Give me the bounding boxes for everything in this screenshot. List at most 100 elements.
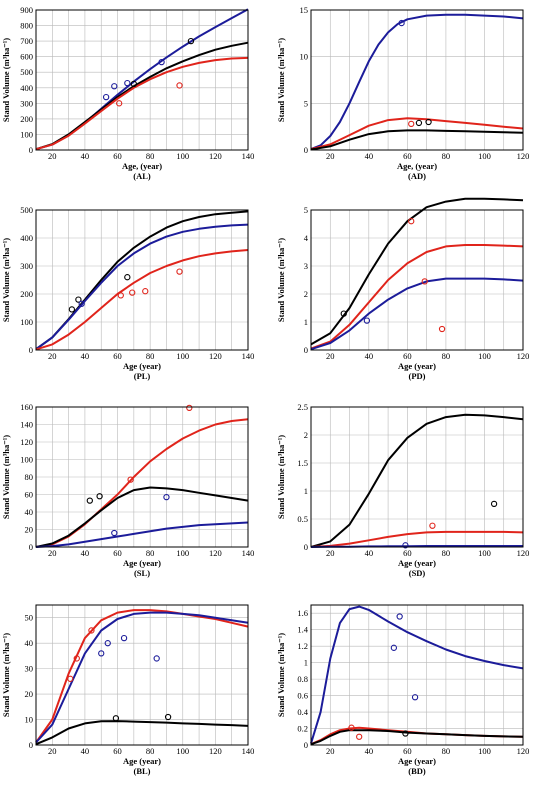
panel-label: (AL) <box>133 171 151 181</box>
x-tick-label: 80 <box>442 151 451 161</box>
series-line-black <box>35 41 249 151</box>
x-tick-label: 60 <box>113 351 122 361</box>
y-tick-label: 200 <box>20 114 33 124</box>
data-point-red <box>88 627 95 634</box>
x-axis-label: Age (year) <box>123 558 161 568</box>
x-tick-label: 20 <box>326 351 335 361</box>
x-axis-label: Age (year) <box>123 756 161 766</box>
y-tick-label: 700 <box>20 36 33 46</box>
y-tick-label: 100 <box>20 317 33 327</box>
y-tick-label: 800 <box>20 21 33 31</box>
x-tick-label: 140 <box>242 351 255 361</box>
plot-frame <box>35 604 249 746</box>
data-point-red <box>356 733 363 740</box>
y-tick-label: 20 <box>25 525 34 535</box>
x-tick-label: 40 <box>365 351 374 361</box>
x-tick-label: 80 <box>146 548 155 558</box>
series-line-black <box>310 413 524 548</box>
chart-bd: 20 40 60 80 100 120 0 0.2 0.4 0.6 0.8 1 1.2 1.4 1.6 Age… <box>276 604 529 776</box>
data-point-black <box>130 80 137 88</box>
plot-frame <box>310 9 524 151</box>
y-tick-label: 40 <box>25 507 34 517</box>
y-tick-label: 100 <box>20 455 33 465</box>
x-tick-label: 20 <box>48 746 57 756</box>
series-line-black <box>35 720 249 746</box>
x-axis-label: Age (year) <box>398 558 436 568</box>
x-tick-label: 60 <box>113 746 122 756</box>
y-tick-label: 1 <box>304 317 308 327</box>
data-point-blue <box>78 300 85 307</box>
x-axis-label: Age (year) <box>398 361 436 371</box>
y-tick-label: 500 <box>20 67 33 77</box>
x-tick-label: 120 <box>517 351 530 361</box>
y-tick-label: 300 <box>20 261 33 271</box>
x-tick-label: 100 <box>478 351 491 361</box>
x-tick-label: 40 <box>365 151 374 161</box>
x-tick-label: 20 <box>326 746 335 756</box>
data-point-black <box>164 713 172 721</box>
x-tick-label: 20 <box>48 351 57 361</box>
x-tick-label: 60 <box>113 548 122 558</box>
series-line-blue <box>35 611 249 744</box>
y-tick-label: 2 <box>304 430 308 440</box>
y-tick-label: 0 <box>304 542 308 552</box>
series-line-red <box>35 418 249 548</box>
data-point-blue <box>398 19 405 27</box>
y-tick-label: 3 <box>304 261 308 271</box>
x-tick-label: 80 <box>442 746 451 756</box>
y-tick-label: 0.5 <box>297 514 308 524</box>
x-tick-label: 60 <box>403 746 412 756</box>
x-tick-label: 140 <box>242 746 255 756</box>
series-line-red <box>35 56 249 151</box>
y-tick-label: 160 <box>20 402 33 412</box>
y-axis-label: Stand Volume (m³ha⁻¹) <box>1 38 11 122</box>
y-tick-label: 600 <box>20 52 33 62</box>
data-point-blue <box>390 644 398 651</box>
x-tick-label: 60 <box>403 548 412 558</box>
data-point-red <box>438 325 446 333</box>
data-point-black <box>402 730 409 737</box>
x-tick-label: 140 <box>242 151 255 161</box>
chart-bl: 20 40 60 80 100 120 140 0 10 20 30 40 50 Age (year)(B… <box>1 604 255 776</box>
y-tick-label: 40 <box>25 638 34 648</box>
data-point-red <box>348 724 355 731</box>
y-tick-label: 5 <box>304 205 308 215</box>
y-tick-label: 1 <box>304 486 308 496</box>
gridlines <box>310 605 524 746</box>
y-tick-label: 400 <box>20 83 33 93</box>
panel-label: (SD) <box>409 568 426 578</box>
y-tick-label: 5 <box>304 98 308 108</box>
x-tick-label: 60 <box>113 151 122 161</box>
y-axis-label: Stand Volume (m³ha⁻¹) <box>276 238 286 322</box>
y-tick-label: 1.6 <box>297 608 308 618</box>
y-tick-label: 60 <box>25 490 34 500</box>
y-tick-label: 0 <box>304 740 308 750</box>
data-point-black <box>415 119 423 127</box>
series-line-blue <box>310 277 524 351</box>
plot-frame <box>310 209 524 351</box>
x-tick-label: 100 <box>176 151 189 161</box>
plot-frame <box>310 604 524 746</box>
plot-frame <box>35 9 249 151</box>
x-axis-label: Age, (year) <box>122 161 162 171</box>
y-tick-label: 0.4 <box>297 707 308 717</box>
data-point-black <box>340 310 347 317</box>
x-tick-label: 60 <box>403 351 412 361</box>
x-tick-label: 140 <box>242 548 255 558</box>
x-tick-label: 80 <box>146 151 155 161</box>
series-line-red <box>310 530 524 548</box>
y-tick-label: 20 <box>25 689 34 699</box>
y-tick-label: 900 <box>20 5 33 15</box>
series-line-blue <box>310 605 524 744</box>
data-point-blue <box>98 650 105 657</box>
x-tick-label: 80 <box>146 351 155 361</box>
y-tick-label: 100 <box>20 129 33 139</box>
x-tick-label: 20 <box>48 548 57 558</box>
panel-label: (BL) <box>134 766 151 776</box>
data-point-blue <box>104 640 111 647</box>
x-tick-label: 120 <box>209 548 222 558</box>
data-point-blue <box>153 655 160 662</box>
y-tick-label: 400 <box>20 233 33 243</box>
y-tick-label: 120 <box>20 437 33 447</box>
y-axis-label: Stand Volume (m³ha⁻¹) <box>1 435 11 519</box>
